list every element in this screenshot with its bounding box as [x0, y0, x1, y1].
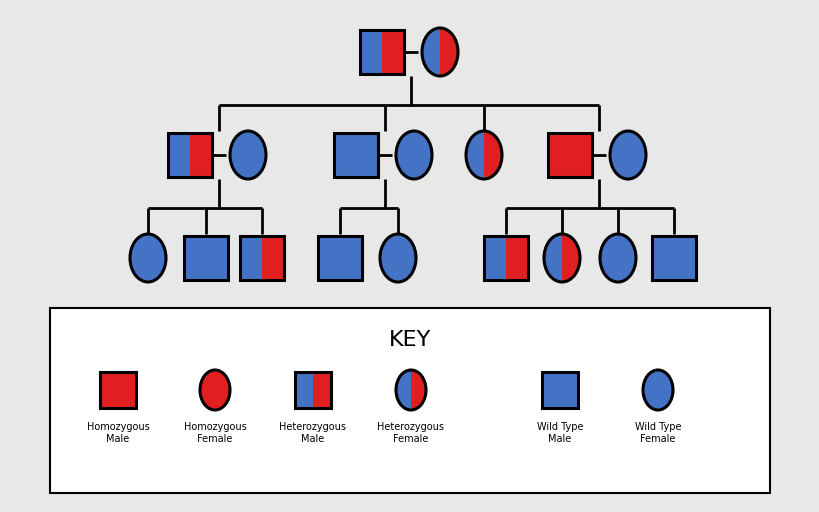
- Bar: [168, 133, 212, 177]
- Ellipse shape: [200, 370, 229, 410]
- Bar: [382, 30, 404, 74]
- Ellipse shape: [422, 28, 458, 76]
- Bar: [240, 236, 283, 280]
- Bar: [190, 133, 212, 177]
- Text: Wild Type
Male: Wild Type Male: [536, 422, 582, 444]
- Polygon shape: [410, 370, 426, 410]
- Text: KEY: KEY: [388, 330, 431, 350]
- Text: Wild Type
Female: Wild Type Female: [634, 422, 681, 444]
- Bar: [483, 236, 527, 280]
- Text: Heterozygous
Male: Heterozygous Male: [279, 422, 346, 444]
- Text: Homozygous
Male: Homozygous Male: [87, 422, 149, 444]
- Ellipse shape: [379, 234, 415, 282]
- Ellipse shape: [396, 131, 432, 179]
- Ellipse shape: [229, 131, 265, 179]
- Ellipse shape: [600, 234, 636, 282]
- Bar: [183, 236, 228, 280]
- Polygon shape: [440, 28, 458, 76]
- Bar: [295, 372, 313, 408]
- Ellipse shape: [130, 234, 165, 282]
- Bar: [318, 236, 361, 280]
- Bar: [505, 236, 527, 280]
- Bar: [541, 372, 577, 408]
- Bar: [547, 133, 591, 177]
- Ellipse shape: [609, 131, 645, 179]
- Bar: [483, 236, 505, 280]
- Bar: [360, 30, 404, 74]
- Bar: [651, 236, 695, 280]
- Text: Homozygous
Female: Homozygous Female: [183, 422, 246, 444]
- Bar: [333, 133, 378, 177]
- Ellipse shape: [642, 370, 672, 410]
- Bar: [50, 308, 769, 493]
- Bar: [295, 372, 331, 408]
- Bar: [168, 133, 190, 177]
- Bar: [360, 30, 382, 74]
- Bar: [240, 236, 262, 280]
- Bar: [262, 236, 283, 280]
- Ellipse shape: [465, 131, 501, 179]
- Text: Heterozygous
Female: Heterozygous Female: [377, 422, 444, 444]
- Ellipse shape: [396, 370, 426, 410]
- Polygon shape: [561, 234, 579, 282]
- Bar: [313, 372, 331, 408]
- Bar: [100, 372, 136, 408]
- Polygon shape: [483, 131, 501, 179]
- Ellipse shape: [543, 234, 579, 282]
